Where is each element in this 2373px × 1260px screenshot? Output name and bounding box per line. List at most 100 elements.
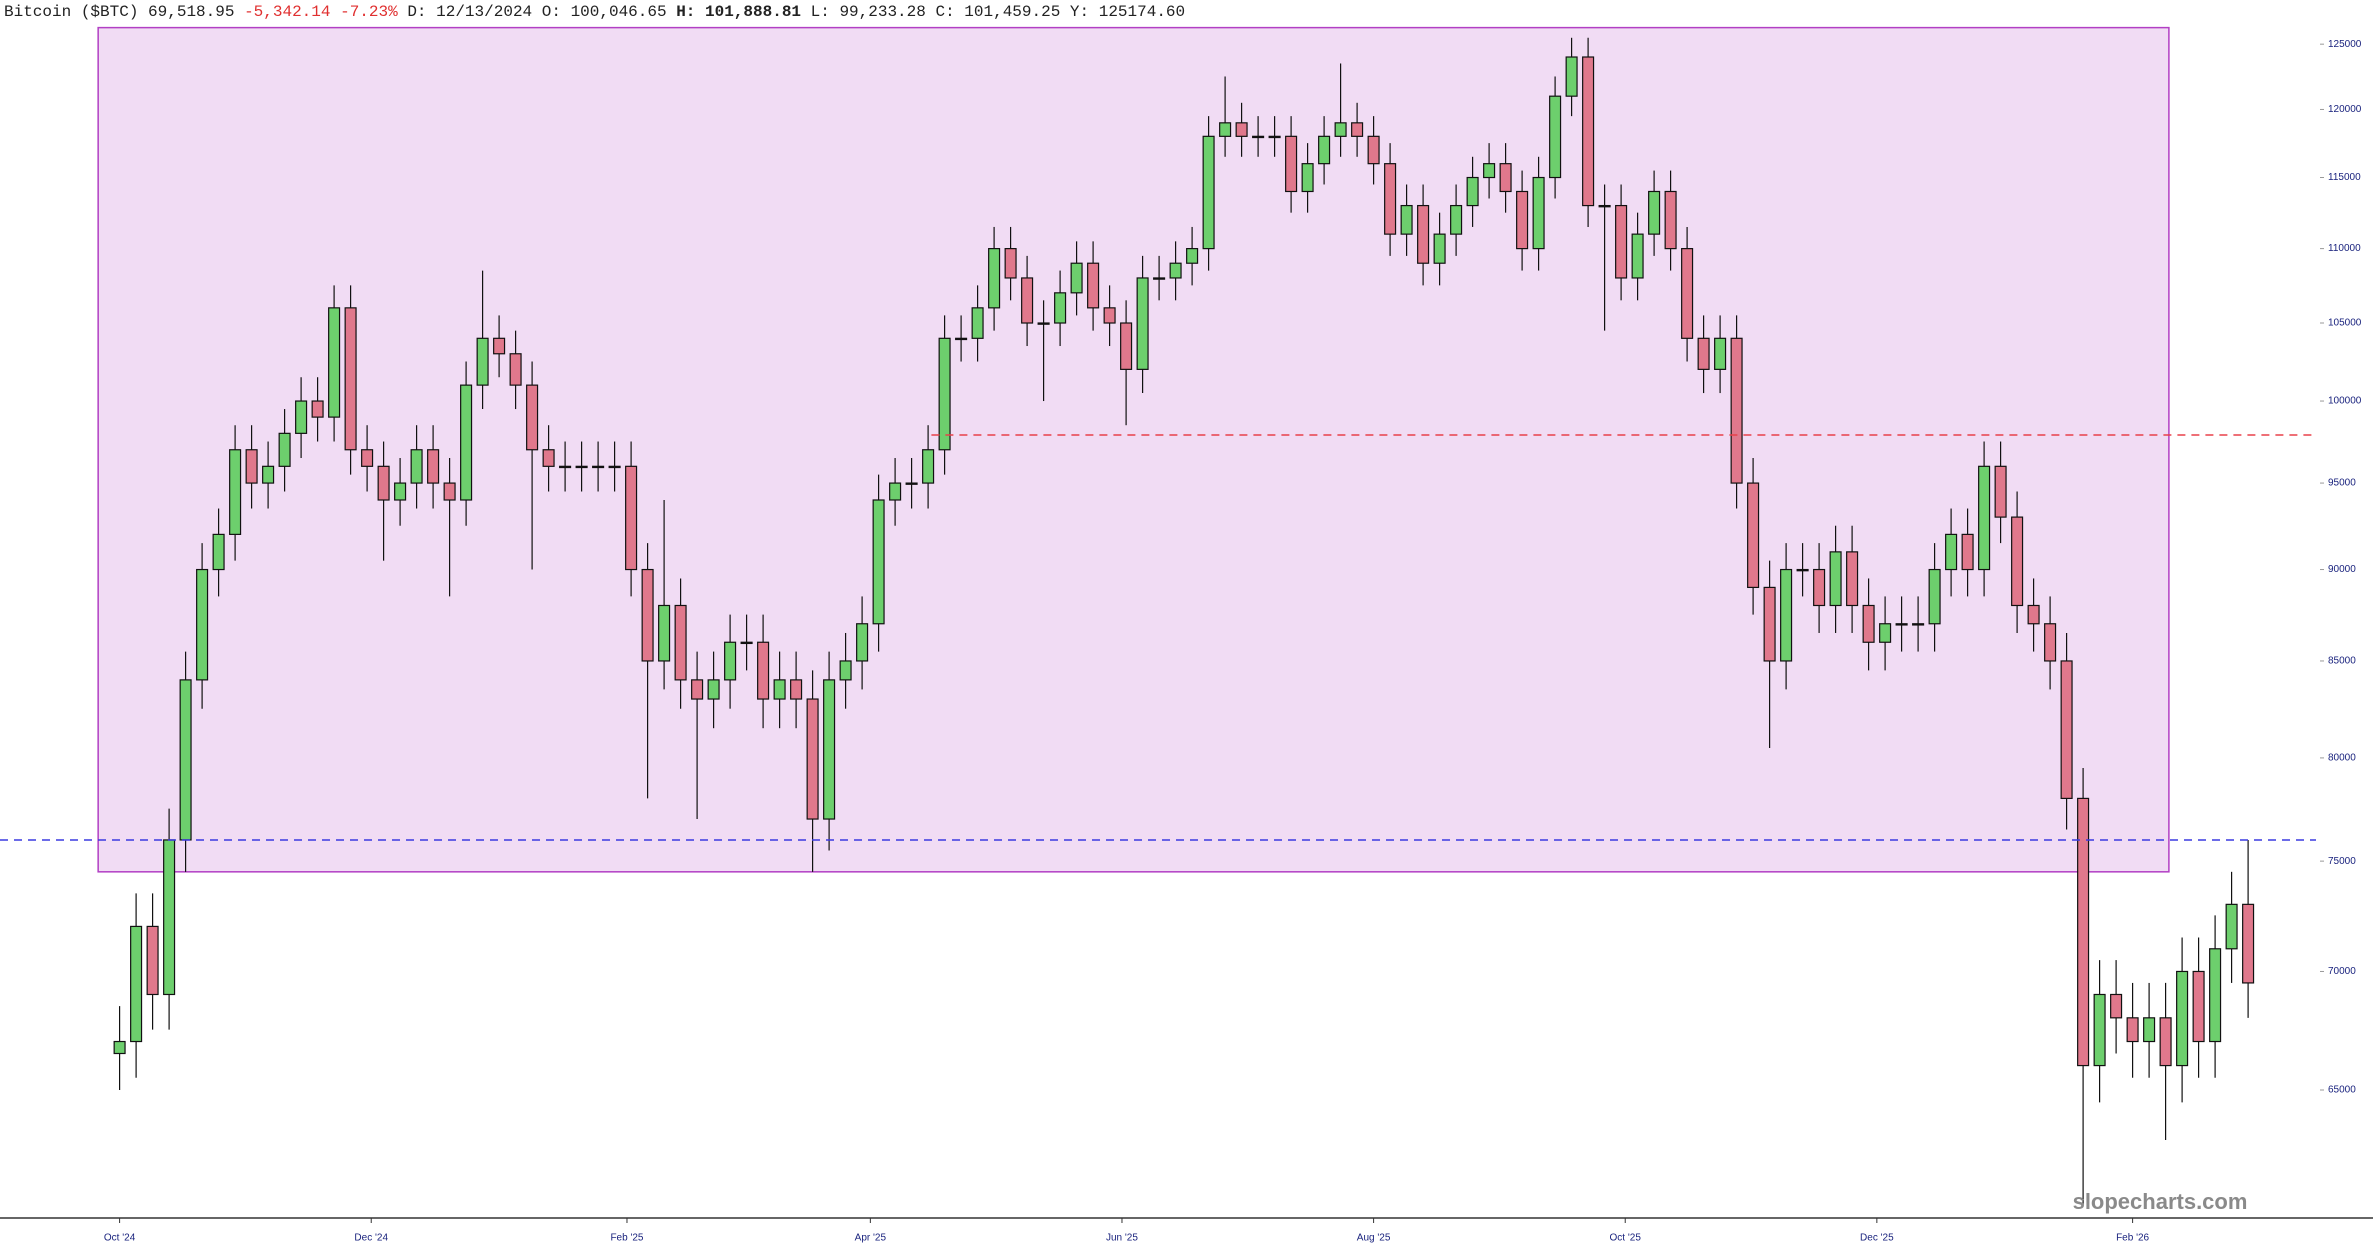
candle-body	[592, 465, 605, 469]
candle-body	[1747, 482, 1760, 589]
price-zone	[97, 26, 2170, 873]
candle-body	[1945, 533, 1958, 571]
y-value: 125174.60	[1099, 3, 1185, 21]
watermark: slopecharts.com	[2073, 1189, 2248, 1214]
candle-body	[394, 482, 407, 501]
candle-body	[2242, 903, 2255, 984]
x-tick-label: Aug '25	[1357, 1233, 1391, 1244]
candle-body	[1202, 135, 1215, 250]
date-label: D:	[407, 3, 426, 21]
y-tick-label: 65000	[2328, 1085, 2356, 1096]
change: -5,342.14	[244, 3, 330, 21]
candle-body	[1334, 122, 1347, 137]
candle-body	[1466, 176, 1479, 207]
y-tick-label: 75000	[2328, 856, 2356, 867]
candle-body	[476, 337, 489, 386]
candle-body	[1516, 190, 1529, 250]
candle-body	[1450, 204, 1463, 235]
candle-body	[509, 353, 522, 386]
change-pct: -7.23%	[340, 3, 398, 21]
candle-body	[1895, 623, 1908, 626]
candle-body	[823, 679, 836, 820]
candle-body	[691, 679, 704, 700]
candle-body	[905, 482, 918, 485]
candle-body	[526, 384, 539, 451]
candle-body	[196, 568, 209, 681]
candle-body	[559, 465, 572, 469]
open: 100,046.65	[571, 3, 667, 21]
symbol: Bitcoin ($BTC)	[4, 3, 138, 21]
candle-body	[295, 400, 308, 434]
header: Bitcoin ($BTC) 69,518.95 -5,342.14 -7.23…	[4, 3, 1185, 21]
x-tick-label: Dec '25	[1860, 1233, 1894, 1244]
candle-body	[1400, 204, 1413, 235]
candle-body	[1219, 122, 1232, 137]
candle-body	[641, 568, 654, 662]
candle-body	[1499, 163, 1512, 193]
candle-body	[2225, 903, 2238, 950]
candle-body	[179, 679, 192, 841]
candle-body	[1912, 623, 1925, 626]
candle-body	[1153, 277, 1166, 280]
candle-body	[460, 384, 473, 501]
candle-body	[1664, 190, 1677, 250]
high: 101,888.81	[705, 3, 801, 21]
candle-body	[2126, 1017, 2139, 1043]
candle-body	[724, 641, 737, 681]
candle-body	[1384, 163, 1397, 235]
candle-body	[856, 623, 869, 662]
y-tick-label: 100000	[2328, 396, 2362, 407]
candle-body	[1582, 56, 1595, 207]
candle-body	[245, 449, 258, 484]
candle-body	[938, 337, 951, 451]
candle-body	[1780, 568, 1793, 662]
open-label: O:	[542, 3, 561, 21]
x-tick-label: Feb '25	[610, 1233, 643, 1244]
candle-body	[1648, 190, 1661, 235]
candle-body	[922, 449, 935, 484]
candle-body	[1054, 292, 1067, 324]
candle-body	[2093, 993, 2106, 1067]
candle-body	[1565, 56, 1578, 97]
candle-body	[344, 307, 357, 451]
y-tick-label: 80000	[2328, 753, 2356, 764]
high-label: H:	[676, 3, 695, 21]
candle-body	[1433, 233, 1446, 264]
candle-body	[1879, 623, 1892, 643]
candle-body	[757, 641, 770, 700]
last-price: 69,518.95	[148, 3, 234, 21]
candle-body	[2044, 623, 2057, 662]
candle-body	[839, 660, 852, 681]
candle-body	[229, 449, 242, 535]
candle-body	[377, 465, 390, 501]
candle-body	[707, 679, 720, 700]
candle-body	[1417, 204, 1430, 264]
candle-body	[1087, 262, 1100, 309]
candle-body	[1796, 568, 1809, 572]
candle-body	[625, 465, 638, 571]
candle-body	[2209, 948, 2222, 1043]
candle-body	[1615, 204, 1628, 279]
candle-body	[163, 839, 176, 996]
candle-body	[1252, 135, 1265, 139]
candle-body	[1285, 135, 1298, 193]
candle-body	[1318, 135, 1331, 165]
candle-body	[1862, 604, 1875, 643]
candle-body	[2143, 1017, 2156, 1043]
candle-body	[1631, 233, 1644, 279]
candle-body	[1994, 465, 2007, 518]
candle-body	[1136, 277, 1149, 370]
y-tick-label: 110000	[2328, 243, 2361, 254]
candle-body	[1120, 322, 1133, 370]
candle-body	[658, 604, 671, 662]
candle-body	[1846, 551, 1859, 607]
candle-body	[1021, 277, 1034, 324]
candle-body	[1169, 262, 1182, 279]
candle-body	[2159, 1017, 2172, 1067]
candle-body	[1714, 337, 1727, 370]
candle-body	[146, 925, 159, 996]
candle-body	[2077, 797, 2090, 1067]
candle-body	[212, 533, 225, 571]
candle-body	[806, 698, 819, 820]
x-tick-label: Jun '25	[1106, 1233, 1138, 1244]
